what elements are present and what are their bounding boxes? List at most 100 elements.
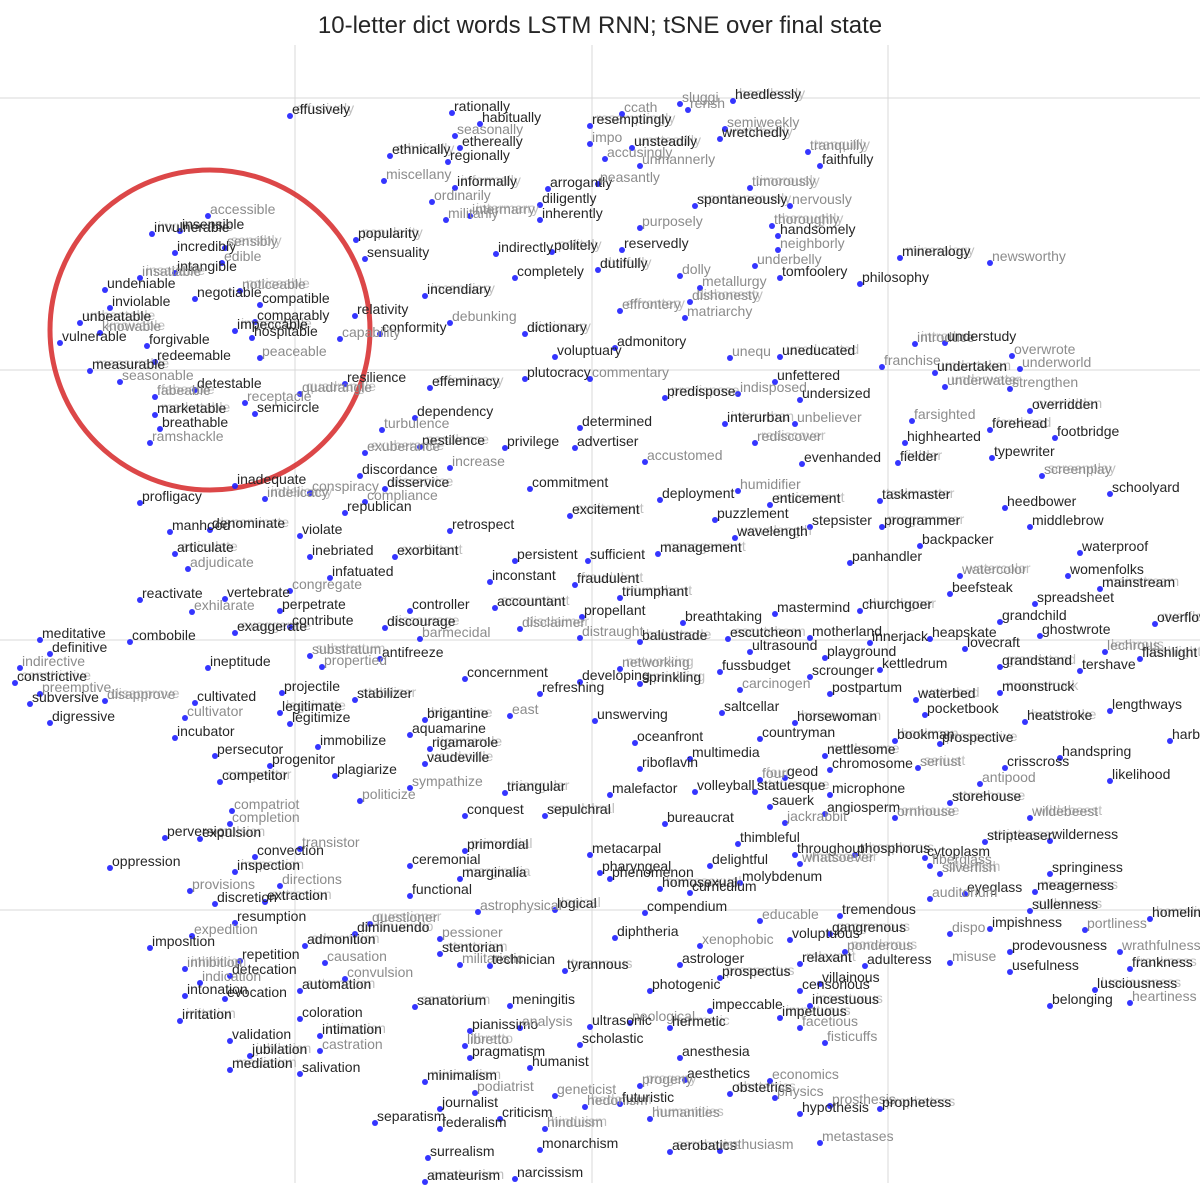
- point-label: resilience: [347, 369, 406, 385]
- data-point: [177, 228, 183, 234]
- data-point: [342, 381, 348, 387]
- data-point: [302, 943, 308, 949]
- point-label-shadow: heatstroke: [1031, 706, 1097, 722]
- point-label-shadow: noticeable: [246, 275, 310, 291]
- data-point: [487, 579, 493, 585]
- data-point: [942, 384, 948, 390]
- point-label: redeemable: [157, 347, 231, 363]
- point-label: curriculum: [692, 878, 757, 894]
- data-point: [317, 1033, 323, 1039]
- point-label: impishness: [992, 914, 1062, 930]
- point-label: perversion: [167, 823, 232, 839]
- data-point: [685, 107, 691, 113]
- point-label: relaxant: [802, 949, 852, 965]
- point-label: hedonism: [587, 1092, 648, 1108]
- point-label: rensh: [690, 95, 725, 111]
- point-label: seasonally: [457, 121, 523, 137]
- point-label: impo: [592, 129, 623, 145]
- point-label-shadow: discourage: [391, 612, 460, 628]
- point-label-shadow: exorbitant: [401, 541, 463, 557]
- point-label: spontaneously: [697, 191, 787, 207]
- data-point: [567, 513, 573, 519]
- point-label: homeliness: [1152, 904, 1200, 920]
- point-label: hypothesis: [802, 1099, 869, 1115]
- point-label: predispose: [667, 383, 736, 399]
- data-point: [1092, 987, 1098, 993]
- point-label-shadow: sullenness: [1036, 895, 1102, 911]
- point-label: persecutor: [217, 741, 283, 757]
- point-label-shadow: unsteadily: [638, 132, 701, 148]
- data-point: [332, 773, 338, 779]
- data-point: [317, 1048, 323, 1054]
- data-point: [725, 636, 731, 642]
- point-label: expedition: [194, 921, 258, 937]
- point-label: aerobatics: [672, 1137, 737, 1153]
- data-point: [632, 740, 638, 746]
- point-label: ponderous: [847, 937, 913, 953]
- data-point: [597, 870, 603, 876]
- data-point: [407, 732, 413, 738]
- point-label: persistent: [517, 546, 578, 562]
- point-label: farsighted: [914, 406, 975, 422]
- data-point: [805, 149, 811, 155]
- point-label: pianissimo: [472, 1016, 538, 1032]
- point-label-shadow: mediation: [236, 1054, 297, 1070]
- point-label: chromosome: [832, 755, 913, 771]
- data-point: [617, 666, 623, 672]
- data-point: [287, 624, 293, 630]
- point-label-shadow: stripteaser: [991, 826, 1057, 842]
- data-point: [922, 712, 928, 718]
- point-label: exuberance: [367, 438, 440, 454]
- point-label-shadow: lusciousness: [1101, 974, 1181, 990]
- data-point: [655, 551, 661, 557]
- point-label: networking: [622, 654, 690, 670]
- data-point: [797, 861, 803, 867]
- point-label-shadow: four: [766, 764, 790, 780]
- point-label: stentorian: [442, 939, 503, 955]
- point-label-shadow: horsewoman: [801, 707, 881, 723]
- data-point: [487, 963, 493, 969]
- data-point: [522, 376, 528, 382]
- data-point: [1039, 473, 1045, 479]
- point-label: mineralogy: [902, 243, 970, 259]
- point-label: overridden: [1032, 396, 1098, 412]
- point-label: east: [512, 701, 539, 717]
- data-point: [937, 871, 943, 877]
- point-label: crisscross: [1007, 753, 1069, 769]
- data-point: [477, 121, 483, 127]
- point-label: functional: [412, 881, 472, 897]
- point-label-shadow: hedonism: [591, 1091, 652, 1107]
- point-label: screenplay: [1044, 461, 1112, 477]
- point-label: undertaken: [937, 358, 1007, 374]
- point-label: meagerness: [1037, 877, 1114, 893]
- data-point: [707, 1008, 713, 1014]
- data-point: [707, 863, 713, 869]
- point-label: understudy: [947, 328, 1016, 344]
- point-label: beefsteak: [952, 579, 1014, 595]
- data-point: [775, 233, 781, 239]
- data-point: [772, 379, 778, 385]
- data-point: [87, 368, 93, 374]
- data-point: [797, 1025, 803, 1031]
- point-label: panhandler: [852, 548, 922, 564]
- point-label: barmecidal: [422, 624, 490, 640]
- point-label: legitimize: [292, 709, 351, 725]
- data-point: [217, 779, 223, 785]
- point-label: immobilize: [320, 732, 386, 748]
- data-point: [947, 591, 953, 597]
- data-point: [592, 718, 598, 724]
- point-label: vertebrate: [227, 584, 290, 600]
- data-point: [517, 1025, 523, 1031]
- data-point: [137, 500, 143, 506]
- point-label: convulsion: [347, 964, 413, 980]
- point-label-shadow: uneducated: [786, 341, 859, 357]
- point-label-shadow: prospective: [946, 728, 1018, 744]
- point-label: likelihood: [1112, 766, 1170, 782]
- point-label: combobile: [132, 627, 196, 643]
- point-label: violate: [302, 521, 343, 537]
- data-point: [422, 1179, 428, 1185]
- data-point: [227, 821, 233, 827]
- point-label-shadow: ornhouse: [901, 802, 960, 818]
- point-label: stepsister: [812, 512, 872, 528]
- point-label: refreshing: [542, 679, 604, 695]
